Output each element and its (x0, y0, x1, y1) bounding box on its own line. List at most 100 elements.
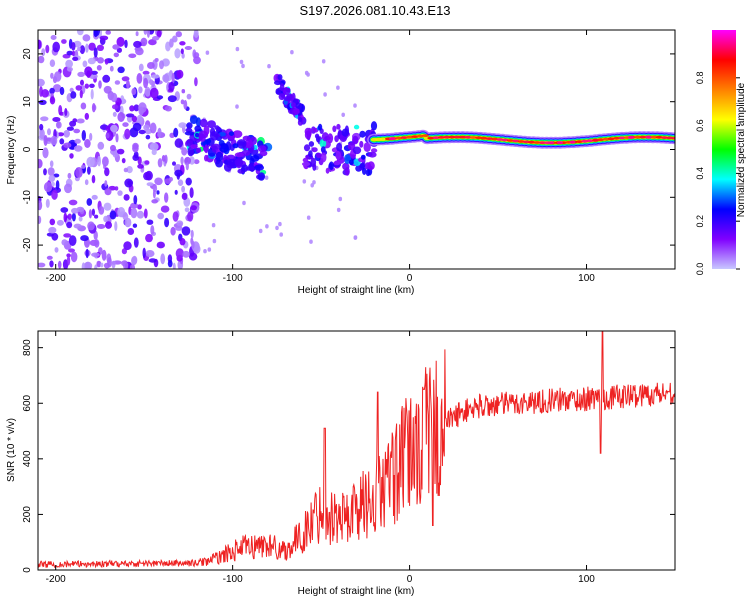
spectrogram-blob (42, 147, 49, 159)
spectrogram-blob (137, 204, 142, 210)
spectrogram-blob (336, 123, 341, 130)
spectrogram-blob (39, 128, 45, 140)
spectrogram-blob (84, 112, 90, 120)
spectrogram-blob (341, 128, 350, 137)
spectrogram-blob (125, 113, 135, 118)
spectrogram-blob (173, 127, 179, 138)
spectrogram-blob (84, 66, 93, 77)
spectrogram-blob (70, 251, 78, 263)
spectrogram-blob (122, 122, 129, 127)
spectrogram-blob (327, 133, 334, 144)
spectrogram-blob (110, 144, 116, 152)
spectrogram-blob (112, 104, 119, 110)
spectrogram-blob (43, 181, 53, 193)
spectrogram-blob (124, 217, 132, 228)
spectrogram-blob (110, 124, 118, 133)
spectrogram-blob (91, 208, 95, 216)
spectrogram-blob (128, 53, 137, 59)
spectrogram-blob (52, 41, 60, 53)
spectrogram-blob (586, 139, 594, 143)
spectrogram-blob (315, 152, 322, 158)
spectrogram-blob (341, 112, 346, 118)
spectrogram-blob (55, 180, 60, 190)
spectrogram-blob (129, 105, 135, 112)
spectrogram-blob (156, 241, 165, 249)
spectrogram-blob (557, 141, 563, 145)
spectrogram-blob (132, 154, 139, 161)
spectrogram-blob (236, 139, 247, 149)
spectrogram-blob (48, 226, 57, 234)
spectrogram-blob (103, 215, 108, 223)
spectrogram-blob (650, 135, 658, 139)
spectrogram-blob (138, 63, 144, 72)
spectrogram-blob (127, 228, 135, 235)
spectrogram-blob (309, 239, 313, 244)
spectrogram-blob (112, 150, 119, 158)
spectrogram-y-tick-label: 10 (22, 96, 33, 108)
spectrogram-blob (152, 189, 156, 199)
spectrogram-blob (98, 206, 105, 215)
spectrogram-blob (63, 212, 68, 223)
snr-y-label: SNR (10 * v/v) (6, 418, 17, 482)
spectrogram-blob (145, 170, 153, 181)
spectrogram-blob (190, 205, 197, 211)
spectrogram-blob (71, 207, 79, 214)
spectrogram-blob (88, 42, 96, 51)
spectrogram-blob (305, 154, 310, 159)
spectrogram-blob (87, 166, 91, 175)
spectrogram-blob (304, 130, 312, 140)
spectrogram-blob (185, 162, 189, 171)
spectrogram-blob (176, 69, 184, 79)
spectrogram-blob (184, 131, 195, 136)
spectrogram-blob (627, 135, 634, 139)
spectrogram-blob (131, 88, 137, 95)
spectrogram-blob (123, 261, 129, 269)
spectrogram-blob (175, 248, 184, 259)
spectrogram-blob (66, 221, 73, 229)
spectrogram-blob (75, 85, 83, 91)
spectrogram-blob (146, 182, 154, 187)
spectrogram-blob (69, 87, 74, 93)
spectrogram-blob (189, 156, 195, 165)
spectrogram-blob (167, 95, 177, 103)
spectrogram-blob (185, 177, 192, 186)
spectrogram-blob (171, 72, 175, 84)
spectrogram-blob (71, 42, 76, 51)
spectrogram-blob (160, 205, 170, 213)
spectrogram-blob (57, 260, 62, 269)
spectrogram-blob (66, 253, 71, 258)
spectrogram-blob (111, 260, 117, 265)
spectrogram-blob (47, 167, 55, 176)
spectrogram-blob (187, 211, 194, 222)
spectrogram-blob (50, 72, 54, 79)
spectrogram-blob (517, 140, 525, 143)
spectrogram-blob (101, 249, 107, 261)
spectrogram-blob (205, 50, 210, 55)
spectrogram-blob (52, 84, 62, 93)
spectrogram-blob (453, 135, 461, 139)
spectrogram-blob (45, 44, 50, 54)
spectrogram-blob (110, 92, 118, 103)
spectrogram-blob (353, 103, 357, 108)
spectrogram-blob (98, 80, 102, 89)
spectrogram-blob (97, 155, 101, 167)
spectrogram-blob (130, 264, 135, 269)
spectrogram-blob (528, 140, 536, 144)
spectrogram-blob (49, 160, 54, 168)
spectrogram-blob (321, 59, 326, 64)
spectrogram-blob (156, 30, 162, 38)
spectrogram-blob (99, 35, 109, 41)
spectrogram-blob (82, 34, 91, 42)
spectrogram-blob (70, 91, 77, 99)
spectrogram-blob (52, 117, 61, 122)
spectrogram-blob (94, 264, 98, 269)
spectrogram-blob (181, 226, 191, 236)
spectrogram-blob (388, 137, 395, 141)
spectrogram-blob (347, 142, 356, 151)
spectrogram-blob (301, 161, 311, 167)
spectrogram-blob (85, 43, 89, 53)
spectrogram-blob (68, 235, 77, 247)
spectrogram-blob (174, 169, 183, 177)
spectrogram-blob (39, 123, 44, 131)
spectrogram-blob (363, 142, 371, 153)
